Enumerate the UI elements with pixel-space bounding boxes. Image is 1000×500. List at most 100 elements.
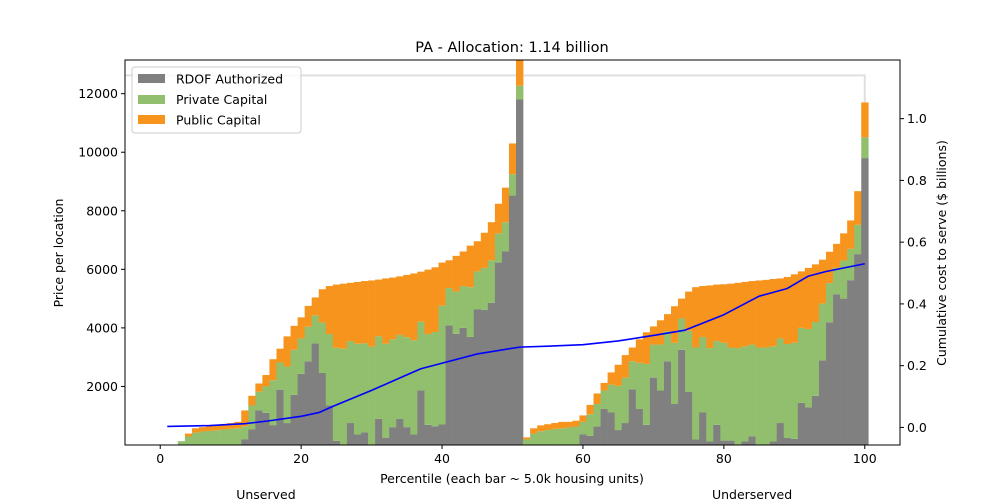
- bar-private-capital-p19: [290, 349, 298, 395]
- y-tick-label: 10000: [78, 145, 118, 160]
- bar-rdof-authorized-p42: [452, 333, 460, 445]
- bar-private-capital-p62: [593, 404, 601, 427]
- bar-public-capital-p36: [410, 273, 418, 341]
- bar-public-capital-p61: [586, 404, 594, 415]
- bar-private-capital-p30: [368, 346, 376, 445]
- y2-tick-label: 1.0: [907, 111, 927, 126]
- bar-rdof-authorized-p33: [389, 427, 397, 445]
- bar-public-capital-p16: [269, 359, 277, 381]
- bar-private-capital-p63: [600, 390, 608, 409]
- x-tick-label: 0: [156, 451, 164, 466]
- bar-public-capital-p4: [184, 433, 193, 437]
- bar-public-capital-p10: [227, 423, 235, 429]
- bar-private-capital-p76: [692, 347, 700, 440]
- bar-public-capital-p5: [191, 428, 200, 433]
- bar-public-capital-p48: [494, 203, 503, 234]
- bar-private-capital-p3: [177, 441, 186, 445]
- bar-rdof-authorized-p50: [508, 195, 517, 445]
- bar-rdof-authorized-p91: [797, 402, 806, 445]
- bar-private-capital-p8: [213, 430, 221, 445]
- bar-private-capital-p90: [790, 342, 799, 439]
- x-axis-label: Percentile (each bar ~ 5.0k housing unit…: [380, 471, 644, 486]
- legend: RDOF Authorized Private Capital Public C…: [131, 66, 302, 134]
- x-tick-label: 20: [293, 451, 309, 466]
- bar-public-capital-p56: [551, 423, 559, 429]
- bar-rdof-authorized-p18: [283, 423, 291, 445]
- bar-private-capital-p26: [339, 348, 348, 445]
- bar-public-capital-p86: [762, 279, 770, 348]
- bar-rdof-authorized-p31: [375, 418, 383, 445]
- bar-private-capital-p44: [466, 287, 475, 337]
- bar-private-capital-p80: [720, 342, 728, 441]
- bar-public-capital-p27: [346, 282, 355, 342]
- bar-private-capital-p88: [776, 338, 785, 424]
- bar-private-capital-p11: [234, 428, 242, 445]
- bar-private-capital-p31: [375, 336, 383, 419]
- bar-private-capital-p39: [431, 331, 439, 427]
- bar-rdof-authorized-p20: [297, 373, 305, 445]
- bar-public-capital-p96: [833, 243, 841, 268]
- bar-public-capital-p87: [769, 279, 778, 347]
- bar-rdof-authorized-p27: [346, 423, 355, 445]
- bar-rdof-authorized-p75: [685, 391, 693, 445]
- bar-public-capital-p49: [501, 187, 510, 223]
- bar-private-capital-p42: [452, 291, 460, 334]
- bar-public-capital-p32: [382, 278, 390, 344]
- bar-public-capital-p66: [621, 355, 630, 378]
- bar-public-capital-p63: [600, 382, 608, 391]
- bar-public-capital-p71: [656, 320, 665, 345]
- bar-private-capital-p28: [353, 343, 362, 435]
- cumulative-cost-line: [167, 262, 865, 428]
- bar-rdof-authorized-p76: [692, 439, 700, 445]
- bar-private-capital-p84: [748, 344, 756, 437]
- bar-rdof-authorized-p34: [396, 418, 404, 445]
- bar-public-capital-p21: [304, 305, 313, 327]
- bar-rdof-authorized-p47: [487, 302, 496, 445]
- bar-rdof-authorized-p68: [635, 408, 644, 445]
- bar-rdof-authorized-p23: [318, 372, 327, 445]
- legend-swatch-public: [138, 115, 165, 124]
- bar-public-capital-p67: [628, 347, 637, 362]
- bar-rdof-authorized-p64: [607, 412, 615, 445]
- bar-public-capital-p74: [678, 298, 686, 319]
- y-tick-label: 12000: [78, 86, 118, 101]
- x-tick-label: 40: [434, 451, 450, 466]
- bar-public-capital-p12: [241, 410, 249, 427]
- bar-private-capital-p82: [734, 348, 742, 445]
- bar-private-capital-p92: [804, 329, 813, 408]
- bar-private-capital-p65: [614, 385, 623, 431]
- bar-private-capital-p34: [396, 334, 404, 419]
- bar-public-capital-p76: [692, 287, 700, 348]
- bar-private-capital-p59: [572, 426, 580, 445]
- bar-private-capital-p23: [318, 322, 327, 373]
- bar-private-capital-p75: [685, 330, 693, 392]
- bar-rdof-authorized-p60: [579, 434, 587, 445]
- bar-rdof-authorized-p90: [790, 438, 799, 445]
- bar-public-capital-p62: [593, 393, 601, 405]
- bar-private-capital-p38: [424, 334, 432, 425]
- bar-private-capital-p56: [551, 428, 559, 445]
- bar-private-capital-p27: [346, 341, 355, 424]
- bar-public-capital-p45: [473, 241, 482, 272]
- bar-public-capital-p83: [741, 281, 749, 347]
- legend-swatch-private: [138, 95, 165, 104]
- bar-rdof-authorized-p46: [480, 309, 489, 445]
- bar-public-capital-p52: [523, 437, 531, 440]
- bar-public-capital-p9: [220, 423, 228, 430]
- bar-private-capital-p96: [833, 267, 841, 295]
- bar-private-capital-p71: [656, 344, 665, 391]
- bar-rdof-authorized-p12: [241, 439, 249, 445]
- bar-private-capital-p9: [220, 429, 228, 445]
- bar-public-capital-p25: [332, 284, 341, 348]
- y2-tick-label: 0.0: [907, 420, 927, 435]
- bar-public-capital-p17: [276, 348, 284, 363]
- bar-private-capital-p99: [854, 224, 862, 255]
- bar-rdof-authorized-p29: [361, 432, 369, 445]
- bar-private-capital-p95: [826, 283, 834, 323]
- bar-private-capital-p49: [501, 222, 510, 252]
- bar-private-capital-p91: [797, 327, 806, 403]
- bar-public-capital-p97: [840, 233, 848, 261]
- bar-private-capital-p85: [755, 347, 763, 445]
- bar-rdof-authorized-p98: [847, 280, 855, 445]
- bar-public-capital-p91: [797, 271, 806, 328]
